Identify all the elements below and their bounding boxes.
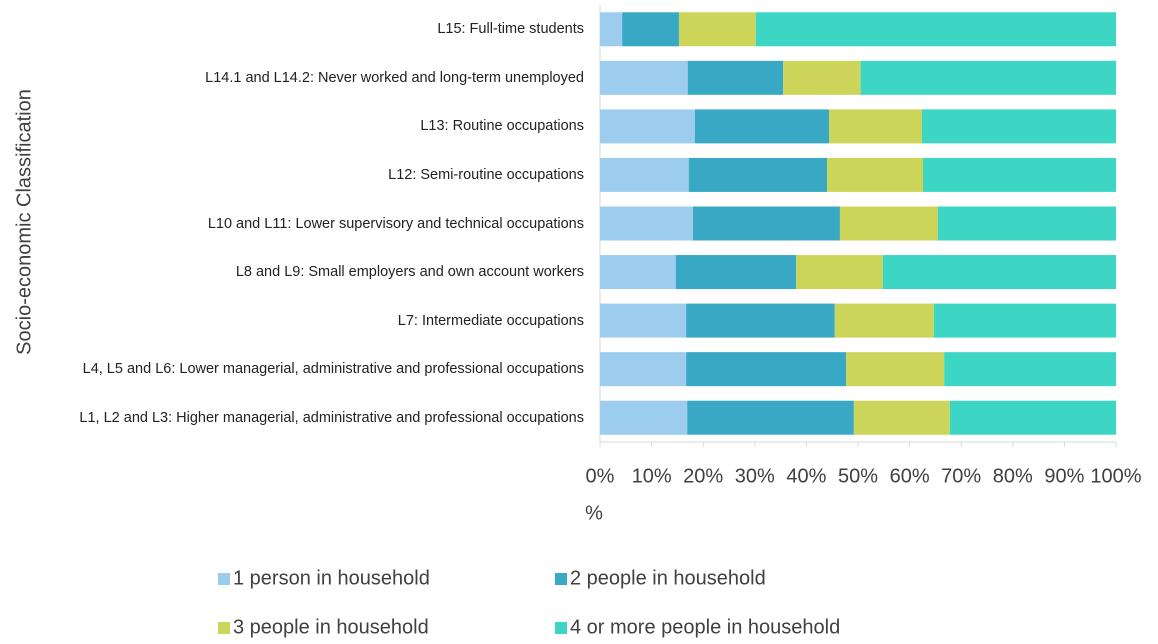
x-axis-title: % [585,502,603,524]
bar-segment [882,255,1116,290]
y-tick-text: L10 and L11: Lower supervisory and techn… [207,215,584,232]
legend-swatch [218,573,230,585]
legend-swatch [555,622,567,634]
y-tick-text: L13: Routine occupations [420,118,584,135]
bar-segment [687,400,854,435]
y-tick-label: L10 and L11: Lower supervisory and techn… [24,204,584,244]
y-tick-label: L15: Full-time students [24,9,584,49]
bar-segment [853,400,950,435]
bar-segment [600,109,695,144]
y-tick-label: L8 and L9: Small employers and own accou… [24,252,584,292]
x-tick-label: 30% [735,465,775,487]
bar-segment [675,255,797,290]
bar-segment [839,206,938,241]
y-tick-label: L13: Routine occupations [24,106,584,146]
bar-segment [688,157,828,192]
y-tick-text: L7: Intermediate occupations [397,312,584,329]
legend-label: 4 or more people in household [570,616,840,638]
y-tick-label: L12: Semi-routine occupations [24,155,584,195]
legend-swatch [555,573,567,585]
x-tick-label: 10% [632,465,672,487]
bar-segment [694,109,830,144]
bar-segment [923,157,1116,192]
bar-segment [600,400,688,435]
bar-segment [600,352,687,387]
y-tick-label: L1, L2 and L3: Higher managerial, admini… [24,398,584,438]
bar-segment [686,352,847,387]
y-tick-label: L7: Intermediate occupations [24,301,584,341]
x-tick-label: 50% [838,465,878,487]
y-tick-label: L4, L5 and L6: Lower managerial, adminis… [24,349,584,389]
bar-segment [827,157,924,192]
x-tick-label: 20% [683,465,723,487]
bar-segment [933,303,1116,338]
bar-segment [796,255,883,290]
bar-segment [783,60,861,95]
x-tick-label: 100% [1090,465,1141,487]
y-tick-text: L8 and L9: Small employers and own accou… [235,264,584,281]
x-tick-label: 90% [1044,465,1084,487]
x-tick-label: 60% [890,465,930,487]
bar-segment [600,60,688,95]
bar-segment [600,303,687,338]
bar-segment [944,352,1116,387]
bar-segment [687,60,784,95]
y-axis-title: Socio-economic Classification [13,89,35,355]
legend-label: 1 person in household [233,567,430,589]
y-tick-text: L12: Semi-routine occupations [388,166,584,183]
x-tick-label: 80% [993,465,1033,487]
bar-segment [600,255,676,290]
bar-segment [755,12,1116,47]
bar-segment [949,400,1116,435]
y-tick-text: L4, L5 and L6: Lower managerial, adminis… [82,361,584,378]
x-tick-label: 70% [941,465,981,487]
bar-segment [834,303,934,338]
x-tick-label: 0% [586,465,615,487]
legend-swatch [218,622,230,634]
bar-segment [846,352,945,387]
bar-segment [600,12,623,47]
bar-segment [692,206,840,241]
bar-segment [622,12,679,47]
y-tick-text: L1, L2 and L3: Higher managerial, admini… [79,409,584,426]
y-tick-text: L14.1 and L14.2: Never worked and long-t… [205,69,584,86]
bar-segment [921,109,1116,144]
bar-segment [860,60,1116,95]
y-tick-label: L14.1 and L14.2: Never worked and long-t… [24,58,584,98]
x-tick-label: 40% [786,465,826,487]
bar-segment [829,109,922,144]
y-tick-text: L15: Full-time students [437,21,584,38]
bar-segment [686,303,835,338]
legend-label: 3 people in household [233,616,429,638]
bar-segment [937,206,1116,241]
bar-segment [600,157,689,192]
bar-segment [600,206,693,241]
bar-segment [678,12,756,47]
legend-label: 2 people in household [570,567,766,589]
